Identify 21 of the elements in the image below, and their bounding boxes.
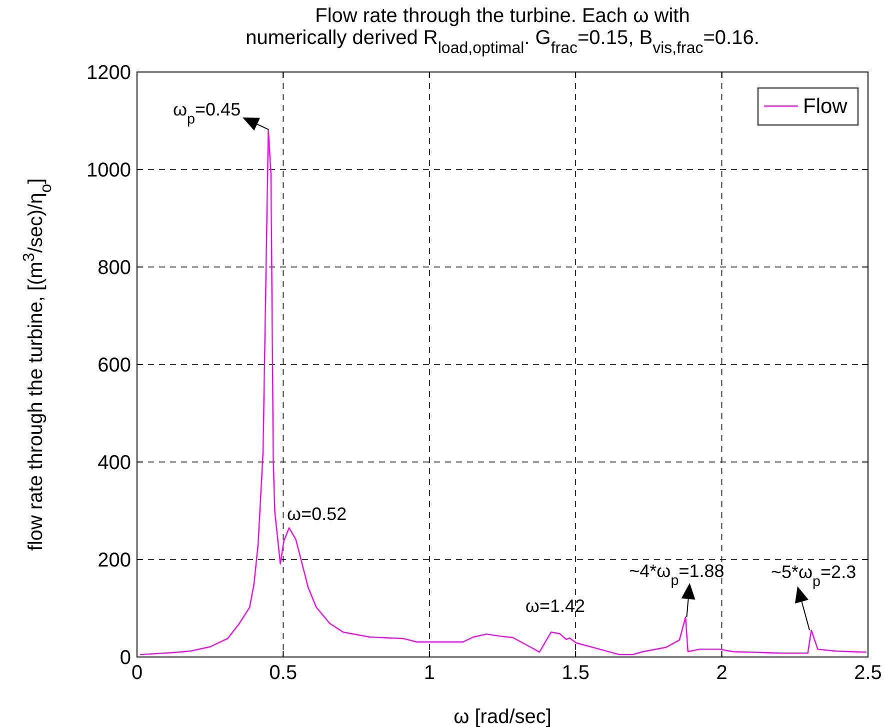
chart-title: Flow rate through the turbine. Each ω with numerically derived R$_{load,optimal}$. G$_{frac}$=0.15, B$_{vis,frac}$=0.16. xyxy=(246,5,760,56)
y-tick-label: 200 xyxy=(98,550,131,572)
x-tick-label: 1 xyxy=(424,662,435,684)
y-tick-label: 1000 xyxy=(86,160,131,182)
legend-label: Flow xyxy=(803,95,848,118)
annotation: ~5*ω$_{p}$=2.3 xyxy=(770,562,856,590)
y-tick-label: 600 xyxy=(98,354,131,376)
x-tick-label: 2.5 xyxy=(854,662,882,684)
annotation: ω=0.52 xyxy=(287,504,347,524)
y-tick-label: 800 xyxy=(98,257,131,279)
y-tick-label: 0 xyxy=(120,647,131,669)
x-tick-label: 1.5 xyxy=(562,662,590,684)
x-tick-label: 0.5 xyxy=(269,662,298,684)
annotation: ~4*ω$_{p}$=1.88 xyxy=(629,561,724,590)
y-tick-label: 400 xyxy=(98,452,131,474)
annotation: ω=1.42 xyxy=(525,596,586,616)
x-axis-title: ω [rad/sec] xyxy=(454,706,552,727)
line-series xyxy=(139,128,867,656)
y-tick-label: 1200 xyxy=(86,62,131,84)
annotation: ω$_{p}$=0.45 xyxy=(172,100,241,128)
x-tick-label: 2 xyxy=(716,662,728,684)
